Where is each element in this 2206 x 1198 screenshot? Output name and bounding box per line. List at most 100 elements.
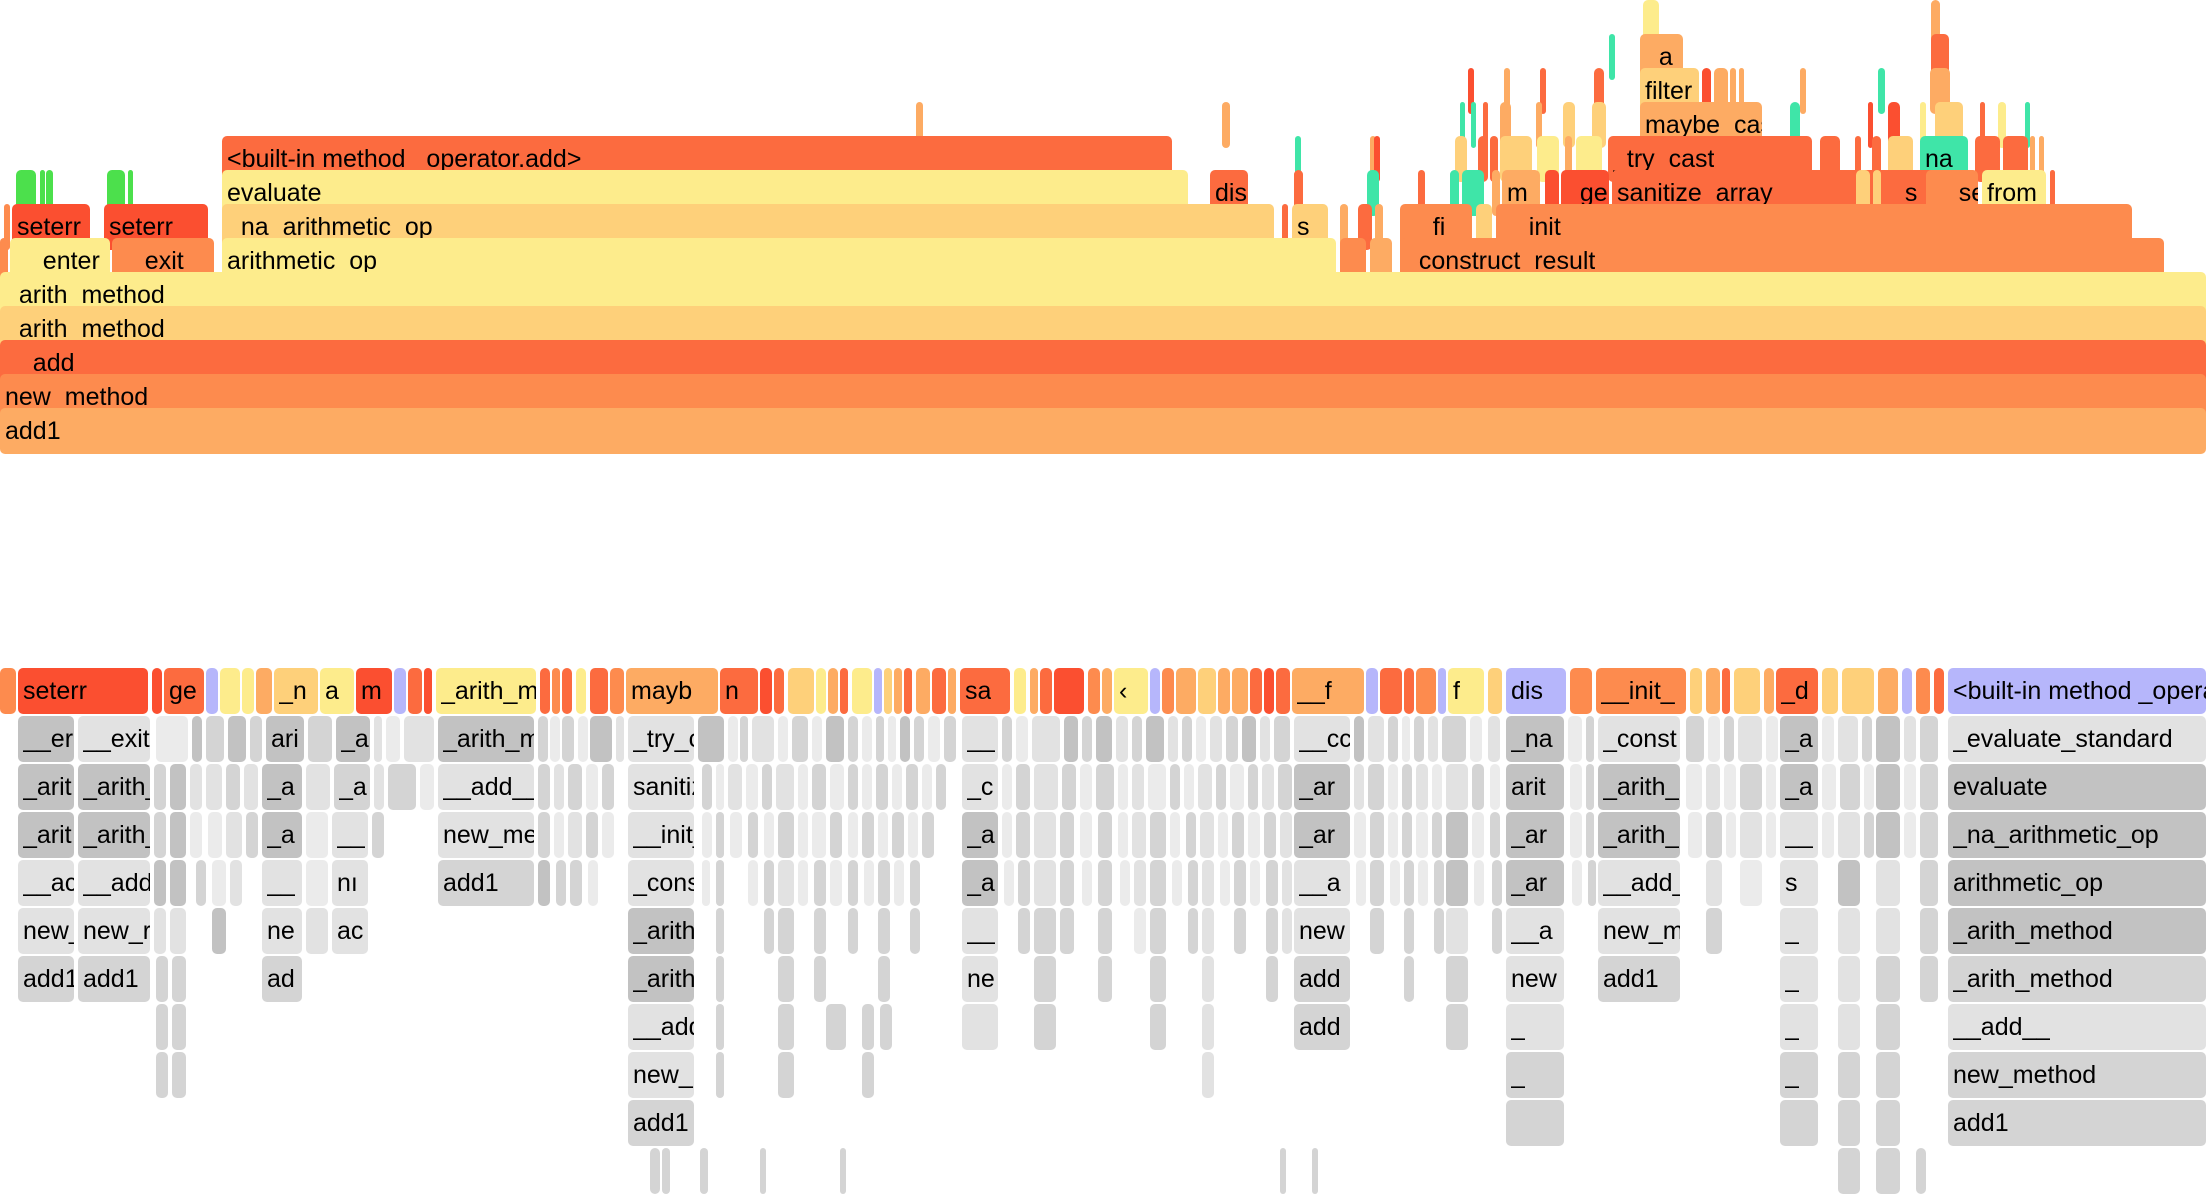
flame-frame[interactable] [394,668,406,714]
flame-frame[interactable]: __exit [78,716,150,762]
flame-frame[interactable] [562,668,572,714]
flame-frame[interactable]: evaluate [1948,764,2206,810]
flame-frame[interactable]: _ [1780,1052,1818,1098]
flame-frame[interactable]: _ [1442,716,1466,762]
flame-frame[interactable] [1800,68,1806,114]
flame-frame[interactable] [420,764,434,810]
flame-frame[interactable] [908,812,918,858]
flame-frame[interactable] [1260,716,1270,762]
flame-frame[interactable]: . [730,812,742,858]
flame-frame[interactable] [878,956,890,1002]
flame-frame[interactable] [892,764,902,810]
flame-frame[interactable] [1282,204,1288,250]
flame-frame[interactable] [1873,170,1881,216]
flame-frame[interactable] [1002,812,1012,858]
flame-frame[interactable] [1434,908,1444,954]
flame-frame[interactable]: . [1242,716,1256,762]
flame-frame[interactable]: _ar [1506,860,1564,906]
flame-frame[interactable] [1184,764,1194,810]
flame-frame[interactable] [1080,764,1092,810]
flame-frame[interactable] [1134,908,1146,954]
flame-frame[interactable]: a [0,668,16,714]
flame-frame[interactable] [1082,716,1092,762]
flame-frame[interactable]: _ [1780,908,1818,954]
flame-frame[interactable]: f [1448,668,1484,714]
flame-frame[interactable] [1490,136,1498,182]
flame-frame[interactable] [1102,668,1112,714]
flame-frame[interactable]: . [226,812,242,858]
flame-frame[interactable]: . [1210,716,1222,762]
flame-frame[interactable] [1168,716,1178,762]
flame-frame[interactable]: _ [1876,860,1900,906]
flame-frame[interactable]: ı [778,1004,794,1050]
flame-frame[interactable]: - [1034,908,1056,954]
flame-frame[interactable]: . [1370,812,1384,858]
flame-frame[interactable]: . [1098,860,1112,906]
flame-frame[interactable] [746,764,758,810]
flame-frame[interactable]: seterr [18,668,148,714]
flame-frame[interactable] [1504,68,1510,114]
flame-frame[interactable] [1690,668,1702,714]
flame-frame[interactable] [40,170,45,216]
flame-frame[interactable] [1702,68,1711,114]
flame-frame[interactable] [128,170,133,216]
flame-frame[interactable] [1080,812,1092,858]
flame-frame[interactable]: __add__ [438,764,534,810]
flame-frame[interactable]: _arit [18,764,74,810]
flame-frame[interactable] [1196,716,1206,762]
flame-frame[interactable] [1016,764,1030,810]
flame-frame[interactable] [1134,860,1146,906]
flame-frame[interactable]: . [206,764,222,810]
flame-frame[interactable]: nı [1706,860,1722,906]
flame-frame[interactable]: _arith_ [1598,812,1680,858]
flame-frame[interactable] [1438,668,1446,714]
flame-frame[interactable] [1586,812,1594,858]
flame-frame[interactable]: . [1370,860,1384,906]
flame-frame[interactable]: ı [752,716,774,762]
flame-frame[interactable]: new_m [1598,908,1680,954]
flame-frame[interactable]: sanitiz [628,764,694,810]
flame-frame[interactable]: __ [332,812,368,858]
flame-frame[interactable]: . [1920,908,1938,954]
flame-frame[interactable] [1132,716,1142,762]
flame-frame[interactable]: . [1098,812,1112,858]
flame-frame[interactable] [550,716,560,762]
flame-frame[interactable] [716,1004,724,1050]
flame-frame[interactable]: _ [306,812,328,858]
flame-frame[interactable]: f [1842,668,1874,714]
flame-frame[interactable] [1570,764,1582,810]
flame-frame[interactable] [1004,860,1014,906]
flame-frame[interactable] [1232,812,1244,858]
flame-frame[interactable]: _ [170,764,186,810]
flame-frame[interactable]: n [1706,764,1720,810]
flame-frame[interactable] [1931,0,1940,46]
flame-frame[interactable] [662,1148,670,1194]
flame-frame[interactable]: . [1276,668,1290,714]
flame-frame[interactable] [728,716,738,762]
flame-frame[interactable]: . [570,860,582,906]
flame-frame[interactable]: _ [154,860,166,906]
flame-frame[interactable] [1862,716,1872,762]
flame-frame[interactable]: . [1368,716,1384,762]
flame-frame[interactable] [748,812,758,858]
flame-frame[interactable] [1572,860,1582,906]
flame-frame[interactable] [1220,860,1230,906]
flame-frame[interactable] [1586,716,1594,762]
flame-frame[interactable]: ‹ [728,764,742,810]
flame-frame[interactable]: _ [1838,1004,1860,1050]
flame-frame[interactable]: - [1034,860,1056,906]
flame-frame[interactable] [1740,860,1762,906]
flame-frame[interactable] [1030,668,1038,714]
flame-frame[interactable] [876,716,884,762]
flame-frame[interactable] [876,764,888,810]
flame-frame[interactable] [1234,908,1246,954]
flame-frame[interactable] [1492,860,1502,906]
flame-frame[interactable] [1264,668,1274,714]
flame-frame[interactable] [774,668,784,714]
flame-frame[interactable]: a [1706,812,1722,858]
flame-frame[interactable] [878,812,888,858]
flame-frame[interactable] [1222,102,1230,148]
flame-frame[interactable]: sa [960,668,1010,714]
flame-frame[interactable]: _a [262,812,302,858]
flame-frame[interactable] [256,668,272,714]
